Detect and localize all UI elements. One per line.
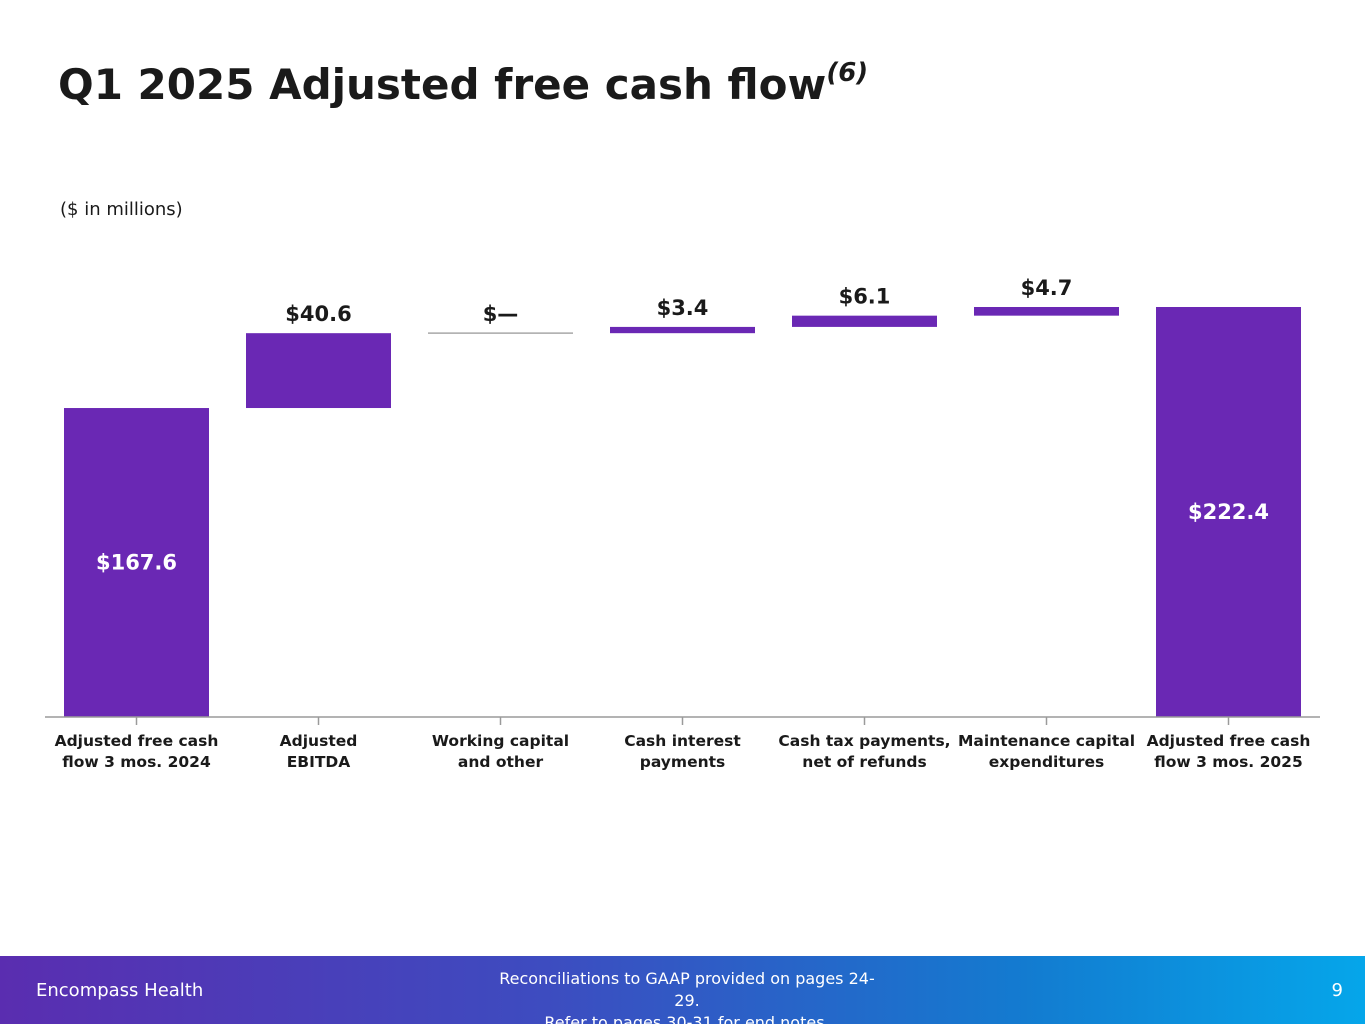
page-number: 9 (1331, 980, 1343, 1001)
category-label: flow 3 mos. 2024 (62, 753, 211, 771)
category-label: Working capital (432, 732, 569, 750)
bar-total (64, 408, 209, 717)
category-label: payments (640, 753, 726, 771)
data-label: $— (483, 302, 519, 326)
data-label: $4.7 (1021, 276, 1073, 300)
category-label: EBITDA (287, 753, 351, 771)
data-label: $6.1 (839, 285, 891, 309)
page-title: Q1 2025 Adjusted free cash flow(6) (58, 60, 868, 109)
footer-note-endnotes: Refer to pages 30-31 for end notes. (544, 1013, 830, 1024)
category-label: and other (458, 753, 544, 771)
category-label: Adjusted free cash (55, 732, 219, 750)
footer-bar: Encompass Health Reconciliations to GAAP… (0, 956, 1365, 1024)
footer-brand: Encompass Health (36, 980, 204, 1001)
footer-notes: Reconciliations to GAAP provided on page… (487, 968, 887, 1024)
bar-step (610, 326, 755, 334)
category-label: Cash interest (624, 732, 741, 750)
category-label: expenditures (989, 753, 1104, 771)
title-text: Q1 2025 Adjusted free cash flow (58, 60, 827, 109)
units-subtitle: ($ in millions) (60, 199, 183, 220)
waterfall-chart: $167.6 $40.6 $— $3.4 $6.1 $4.7 $222.4 Adjusted … (45, 276, 1320, 771)
category-label: flow 3 mos. 2025 (1154, 753, 1302, 771)
bar-step (792, 315, 937, 327)
category-label: Maintenance capital (958, 732, 1135, 750)
bar-total (1156, 307, 1301, 717)
category-label: Adjusted free cash (1147, 732, 1311, 750)
data-label: $222.4 (1188, 500, 1269, 524)
footer-note-reconciliations: Reconciliations to GAAP provided on page… (499, 969, 875, 1010)
bar-step (246, 333, 391, 409)
category-label: Cash tax payments, (778, 732, 950, 750)
data-label: $3.4 (657, 296, 709, 320)
title-footnote-ref: (6) (826, 57, 869, 88)
category-label: Adjusted (280, 732, 358, 750)
data-label: $40.6 (285, 302, 351, 326)
bar-step (974, 307, 1119, 316)
data-label: $167.6 (96, 551, 177, 575)
category-label: net of refunds (802, 753, 926, 771)
